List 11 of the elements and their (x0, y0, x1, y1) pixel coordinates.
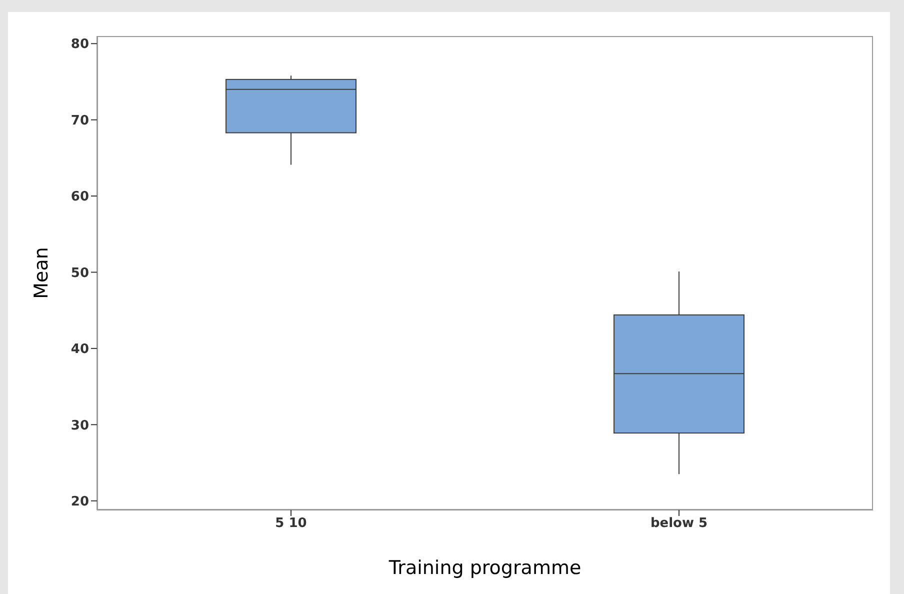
y-tick-label: 30 (70, 418, 89, 434)
y-tick-label: 40 (70, 342, 89, 358)
y-tick-label: 60 (70, 190, 89, 205)
y-tick-label: 50 (70, 266, 89, 281)
x-tick-label: 5 10 (275, 516, 307, 532)
y-tick-label: 80 (70, 37, 89, 52)
y-tick-label: 20 (70, 494, 89, 510)
y-axis-title: Mean (30, 247, 53, 299)
x-axis-title: Training programme (388, 557, 582, 579)
x-tick-label: below 5 (650, 516, 708, 532)
y-tick-label: 70 (70, 113, 89, 128)
